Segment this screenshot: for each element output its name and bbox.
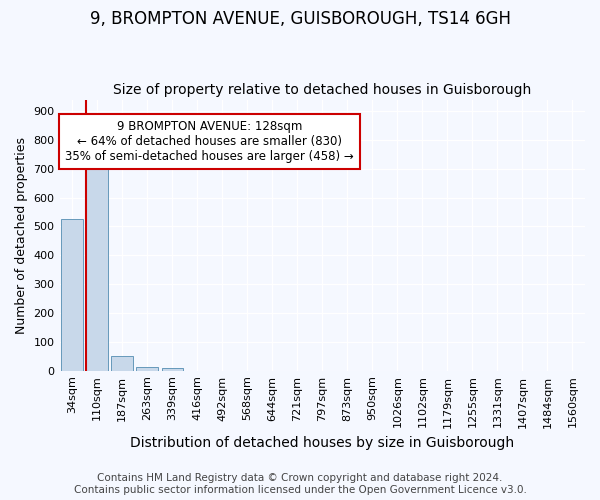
Bar — [161, 368, 183, 370]
Text: 9, BROMPTON AVENUE, GUISBOROUGH, TS14 6GH: 9, BROMPTON AVENUE, GUISBOROUGH, TS14 6G… — [89, 10, 511, 28]
Bar — [136, 367, 158, 370]
Bar — [61, 220, 83, 370]
Y-axis label: Number of detached properties: Number of detached properties — [15, 136, 28, 334]
Title: Size of property relative to detached houses in Guisborough: Size of property relative to detached ho… — [113, 83, 532, 97]
X-axis label: Distribution of detached houses by size in Guisborough: Distribution of detached houses by size … — [130, 436, 514, 450]
Text: Contains HM Land Registry data © Crown copyright and database right 2024.
Contai: Contains HM Land Registry data © Crown c… — [74, 474, 526, 495]
Bar — [112, 356, 133, 370]
Bar — [86, 160, 108, 370]
Text: 9 BROMPTON AVENUE: 128sqm
← 64% of detached houses are smaller (830)
35% of semi: 9 BROMPTON AVENUE: 128sqm ← 64% of detac… — [65, 120, 354, 162]
